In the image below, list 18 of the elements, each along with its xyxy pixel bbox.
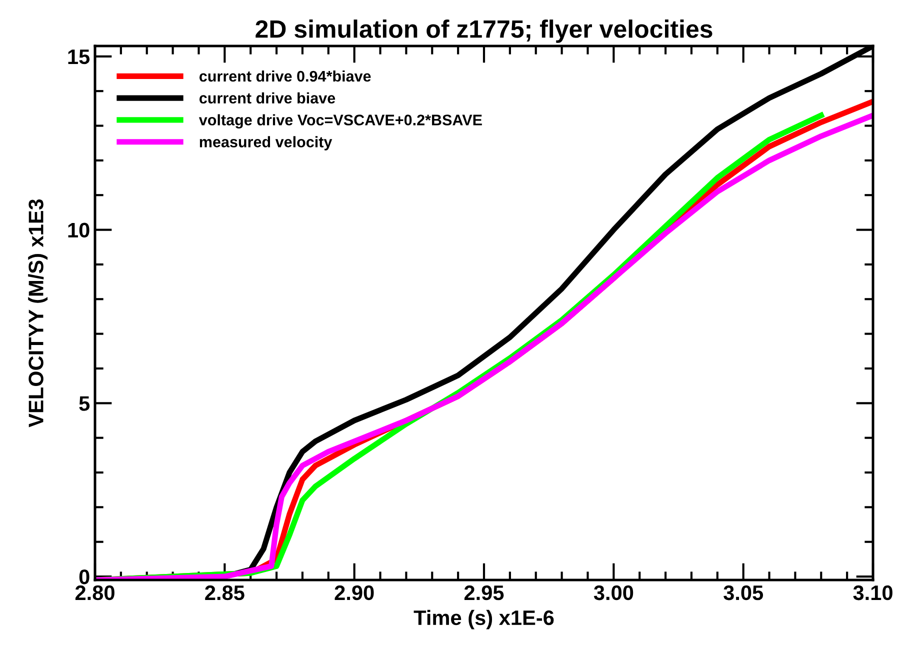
y-tick-label: 15 xyxy=(68,50,90,64)
legend-label: current drive biave xyxy=(199,92,336,104)
y-tick-label: 5 xyxy=(79,396,90,411)
legend-label: voltage drive Voc=VSCAVE+0.2*BSAVE xyxy=(198,114,482,129)
x-tick-label: 3.00 xyxy=(594,585,634,600)
x-tick-label: 2.85 xyxy=(205,585,244,600)
legend-label: current drive 0.94*biave xyxy=(199,70,371,82)
x-axis-title: Time (s) x1E-6 xyxy=(414,610,554,630)
x-tick-label: 2.80 xyxy=(75,585,114,600)
y-axis-title: VELOCITYY (M/S) x1E3 xyxy=(28,199,48,428)
legend-label: measured velocity xyxy=(200,136,332,150)
y-tick-label: 10 xyxy=(68,222,90,238)
y-tick-label: 0 xyxy=(79,570,90,584)
x-tick-label: 3.05 xyxy=(724,585,764,600)
x-tick-label: 2.90 xyxy=(334,585,374,600)
x-tick-label: 2.95 xyxy=(464,585,504,600)
x-tick-label: 3.10 xyxy=(853,585,892,600)
chart-title: 2D simulation of z1775; flyer velocities xyxy=(256,20,712,43)
